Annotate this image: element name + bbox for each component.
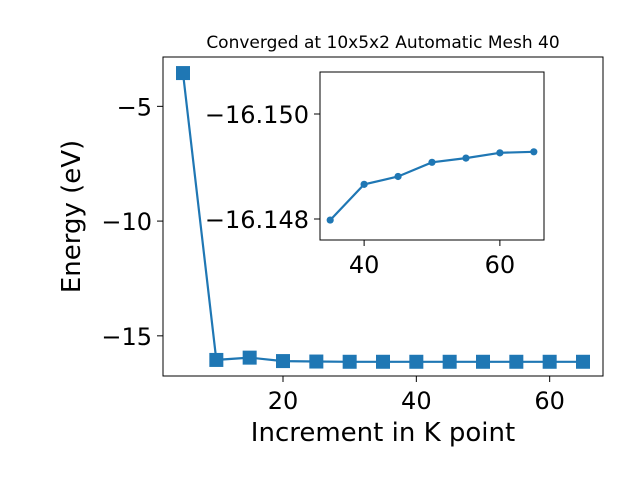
inset-y-tick-label: −16.150	[205, 101, 309, 129]
data-point-marker	[576, 354, 590, 369]
inset-data-point-marker	[326, 216, 334, 224]
data-point-marker	[176, 66, 190, 81]
inset-frame	[319, 71, 545, 241]
data-point-marker	[509, 354, 524, 369]
main-plot: Converged at 10x5x2 Automatic Mesh 40 20 4…	[57, 33, 604, 448]
data-point-marker	[276, 354, 290, 369]
inset-data-point-marker	[428, 158, 436, 166]
inset-y-tick-label: −16.148	[205, 206, 309, 234]
y-tick-label: −15	[101, 323, 152, 351]
x-axis-label: Increment in K point	[251, 418, 515, 448]
y-tick-label: −5	[117, 93, 152, 121]
inset-data-point-marker	[462, 154, 470, 162]
data-point-marker	[409, 354, 424, 369]
data-point-marker	[242, 350, 257, 365]
x-tick-label: 40	[401, 387, 432, 415]
data-point-marker	[342, 354, 357, 369]
inset-x-tick-label: 60	[485, 251, 516, 279]
data-point-marker	[209, 352, 224, 367]
inset-plot: 40 60 −16.150 −16.148	[205, 71, 545, 279]
inset-data-point-marker	[360, 180, 368, 188]
y-tick-label: −10	[101, 208, 152, 236]
inset-data-point-marker	[496, 149, 504, 157]
x-tick-label: 60	[534, 387, 565, 415]
inset-x-tick-label: 40	[349, 251, 380, 279]
inset-data-point-marker	[394, 172, 402, 181]
plot-frame	[162, 56, 604, 377]
data-point-marker	[442, 354, 457, 369]
data-point-marker	[376, 354, 390, 369]
data-point-marker	[476, 354, 490, 369]
x-tick-label: 20	[268, 387, 299, 415]
data-point-marker	[309, 354, 324, 369]
y-axis-label: Energy (eV)	[57, 140, 87, 293]
inset-data-point-marker	[530, 148, 538, 156]
chart-title: Converged at 10x5x2 Automatic Mesh 40	[206, 33, 559, 53]
data-point-marker	[542, 354, 557, 369]
